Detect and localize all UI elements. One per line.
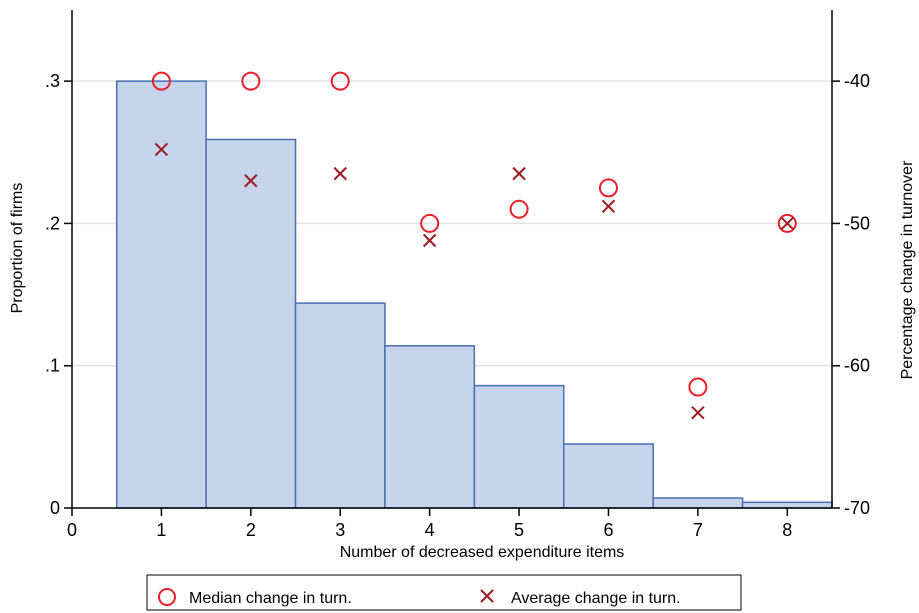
y-right-tick-label: -50 — [844, 213, 870, 233]
median-marker — [151, 71, 171, 91]
average-marker — [422, 233, 437, 248]
histogram-bar — [205, 138, 297, 509]
histogram-bar — [115, 80, 207, 509]
x-tick-label: 0 — [67, 520, 77, 540]
legend-box — [146, 574, 742, 611]
average-marker — [691, 405, 705, 420]
median-marker — [777, 213, 797, 233]
average-marker-stroke — [512, 166, 526, 181]
x-axis-title: Number of decreased expenditure items — [340, 544, 625, 561]
histogram-bar — [384, 345, 476, 509]
x-tick-label: 4 — [425, 520, 435, 540]
average-marker — [780, 216, 795, 231]
average-marker — [333, 166, 347, 181]
average-marker-stroke — [422, 233, 437, 248]
y-axis-right-title: Percentage change in turnover — [899, 160, 916, 379]
x-tick-label: 5 — [514, 520, 524, 540]
average-marker — [244, 174, 258, 188]
x-tick-label: 1 — [156, 520, 166, 540]
y-right-tick-label: -60 — [844, 356, 870, 376]
legend-median-label: Median change in turn. — [189, 590, 352, 607]
median-marker — [241, 71, 261, 91]
median-marker — [420, 213, 440, 233]
average-marker — [601, 199, 616, 214]
median-marker — [509, 199, 529, 219]
average-marker-stroke — [333, 166, 347, 181]
average-marker-stroke — [780, 216, 795, 231]
histogram-bar — [294, 302, 386, 509]
x-tick-label: 7 — [693, 520, 703, 540]
average-marker-stroke — [244, 174, 258, 188]
y-left-tick-label: .3 — [45, 71, 60, 91]
legend-median-marker-icon — [158, 588, 176, 606]
y-axis-left-title: Proportion of firms — [9, 183, 26, 314]
average-marker-stroke — [601, 199, 616, 214]
series-markers — [151, 71, 797, 420]
x-tick-label: 2 — [246, 520, 256, 540]
histogram-bar — [741, 501, 833, 509]
y-left-tick-label: .1 — [45, 356, 60, 376]
legend-average-marker-icon — [480, 589, 494, 603]
y-right-tick-label: -70 — [844, 498, 870, 518]
average-marker — [154, 142, 169, 157]
average-marker-stroke — [154, 142, 169, 157]
median-marker — [598, 178, 618, 198]
average-marker-stroke — [691, 405, 705, 420]
legend: Median change in turn. Average change in… — [146, 574, 742, 611]
histogram-bar — [563, 443, 654, 509]
x-tick-label: 6 — [603, 520, 613, 540]
y-right-tick-label: -40 — [844, 71, 870, 91]
x-tick-label: 3 — [335, 520, 345, 540]
histogram-bars — [115, 80, 833, 509]
axes: 0 1 2 3 4 5 6 7 8 0 .1 .2 .3 -70 -60 -50 -40 — [45, 10, 870, 540]
y-left-tick-label: 0 — [50, 498, 60, 518]
histogram-bar — [652, 497, 744, 509]
x-tick-label: 8 — [782, 520, 792, 540]
y-left-tick-label: .2 — [45, 213, 60, 233]
median-marker — [330, 71, 350, 91]
average-marker — [512, 166, 526, 181]
median-marker — [688, 377, 708, 397]
legend-average-label: Average change in turn. — [511, 590, 681, 607]
histogram-bar — [473, 384, 565, 509]
